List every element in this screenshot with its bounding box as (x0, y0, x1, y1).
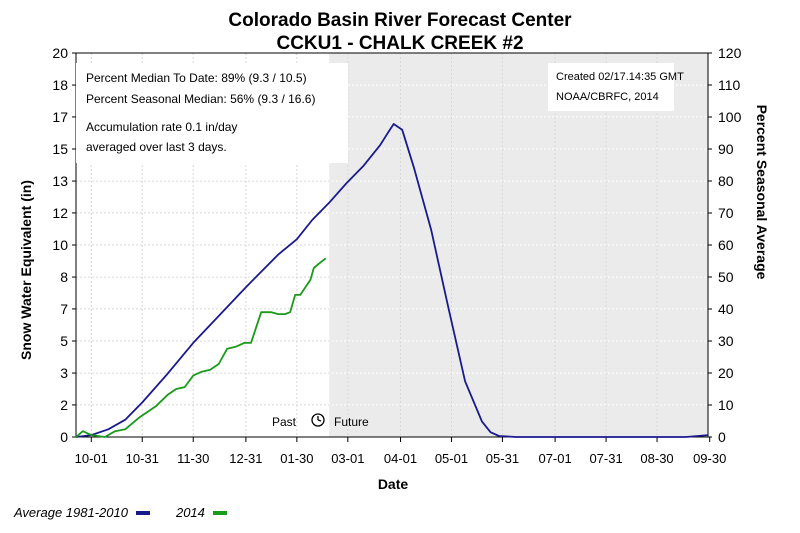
series-average-line (75, 123, 709, 438)
y-tick-label: 12 (52, 205, 68, 221)
y2-tick-label: 10 (718, 397, 734, 413)
x-tick-label: 12-31 (229, 451, 262, 466)
x-tick-label: 08-30 (640, 451, 673, 466)
x-tick-label: 05-01 (435, 451, 468, 466)
y2-tick-label: 70 (718, 205, 734, 221)
y2-axis-label: Percent Seasonal Average (754, 104, 770, 280)
x-tick-label: 10-31 (126, 451, 159, 466)
x-tick-label: 03-01 (331, 451, 364, 466)
y-tick-label: 0 (60, 429, 68, 445)
x-tick-label: 11-30 (177, 451, 209, 466)
legend-current-label: 2014 (175, 505, 205, 521)
created-box: Created 02/17.14:35 GMT NOAA/CBRFC, 2014 (548, 63, 684, 111)
y2-tick-label: 60 (718, 237, 734, 253)
chart-title: Colorado Basin River Forecast Center (228, 10, 572, 31)
stats-box: Percent Median To Date: 89% (9.3 / 10.5)… (76, 63, 348, 163)
legend-average-swatch (135, 510, 150, 515)
legend: Average 1981-2010 2014 (14, 504, 233, 520)
x-tick-label: 07-01 (538, 451, 571, 466)
x-axis-label: Date (377, 476, 409, 492)
x-tick-label: 09-30 (693, 451, 726, 466)
y-tick-label: 17 (52, 109, 68, 125)
created-timestamp: Created 02/17.14:35 GMT (556, 71, 684, 83)
percent-median-to-date: Percent Median To Date: 89% (9.3 / 10.5) (86, 71, 307, 85)
x-tick-label: 04-01 (384, 451, 417, 466)
y-tick-label: 18 (52, 77, 68, 93)
y-axis-label: Snow Water Equivalent (in) (18, 180, 34, 360)
y-tick-label: 20 (52, 45, 68, 61)
clock-icon (311, 413, 325, 427)
y-tick-label: 5 (60, 333, 68, 349)
accumulation-note: averaged over last 3 days. (86, 140, 227, 154)
y2-tick-label: 20 (718, 365, 734, 381)
y2-tick-label: 30 (718, 333, 734, 349)
series-2014-line (75, 257, 327, 438)
future-label: Future (334, 415, 369, 429)
y2-tick-label: 90 (718, 141, 734, 157)
x-tick-label: 07-31 (589, 451, 622, 466)
past-label: Past (272, 415, 297, 429)
x-tick-label: 10-01 (75, 451, 108, 466)
y-tick-label: 8 (60, 269, 68, 285)
legend-average-label: Average 1981-2010 (14, 505, 128, 521)
y2-tick-label: 100 (718, 109, 742, 125)
accumulation-rate: Accumulation rate 0.1 in/day (86, 120, 238, 134)
y-tick-label: 15 (52, 141, 68, 157)
chart-subtitle: CCKU1 - CHALK CREEK #2 (276, 33, 524, 54)
y-tick-label: 2 (60, 397, 68, 413)
y-tick-label: 13 (52, 173, 68, 189)
percent-seasonal-median: Percent Seasonal Median: 56% (9.3 / 16.6… (86, 92, 316, 106)
y2-tick-label: 40 (718, 301, 734, 317)
y2-tick-label: 110 (718, 77, 741, 93)
y-tick-label: 3 (60, 365, 68, 381)
x-tick-label: 05-31 (486, 451, 519, 466)
legend-current-swatch (212, 510, 227, 515)
y-tick-label: 7 (60, 301, 68, 317)
plot-area: 0 2 3 5 7 8 10 12 13 15 17 18 20 0 10 20 30 40 50 60 70 80 90 1… (52, 45, 741, 466)
y2-tick-label: 0 (718, 429, 726, 445)
created-source: NOAA/CBRFC, 2014 (556, 91, 659, 103)
y2-tick-label: 50 (718, 269, 734, 285)
y2-tick-label: 80 (718, 173, 734, 189)
y-tick-label: 10 (52, 237, 68, 253)
y2-tick-label: 120 (718, 45, 742, 61)
x-tick-label: 01-30 (280, 451, 313, 466)
